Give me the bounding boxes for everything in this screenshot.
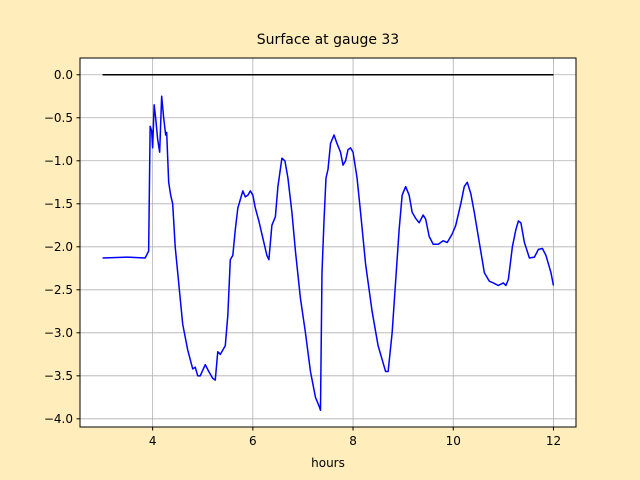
y-tick-label: −2.0 (44, 240, 73, 254)
chart-title: Surface at gauge 33 (257, 32, 399, 48)
x-tick-label: 10 (446, 434, 461, 448)
marks (102, 74, 555, 411)
x-tick-label: 8 (349, 434, 357, 448)
x-tick-label: 4 (149, 434, 157, 448)
plot-area (80, 58, 576, 427)
x-axis-label: hours (311, 456, 345, 470)
y-tick-label: −2.5 (44, 283, 73, 297)
y-tick-label: −3.5 (44, 369, 73, 383)
grid (80, 58, 576, 427)
x-tick-label: 6 (249, 434, 257, 448)
y-tick-label: −0.5 (44, 111, 73, 125)
x-tick-label: 12 (546, 434, 561, 448)
series-line (102, 95, 555, 411)
y-tick-label: −3.0 (44, 326, 73, 340)
plot-frame (79, 57, 577, 428)
y-tick-label: 0.0 (54, 68, 73, 82)
y-tick-label: −4.0 (44, 412, 73, 426)
y-tick-label: −1.5 (44, 197, 73, 211)
y-tick-label: −1.0 (44, 154, 73, 168)
